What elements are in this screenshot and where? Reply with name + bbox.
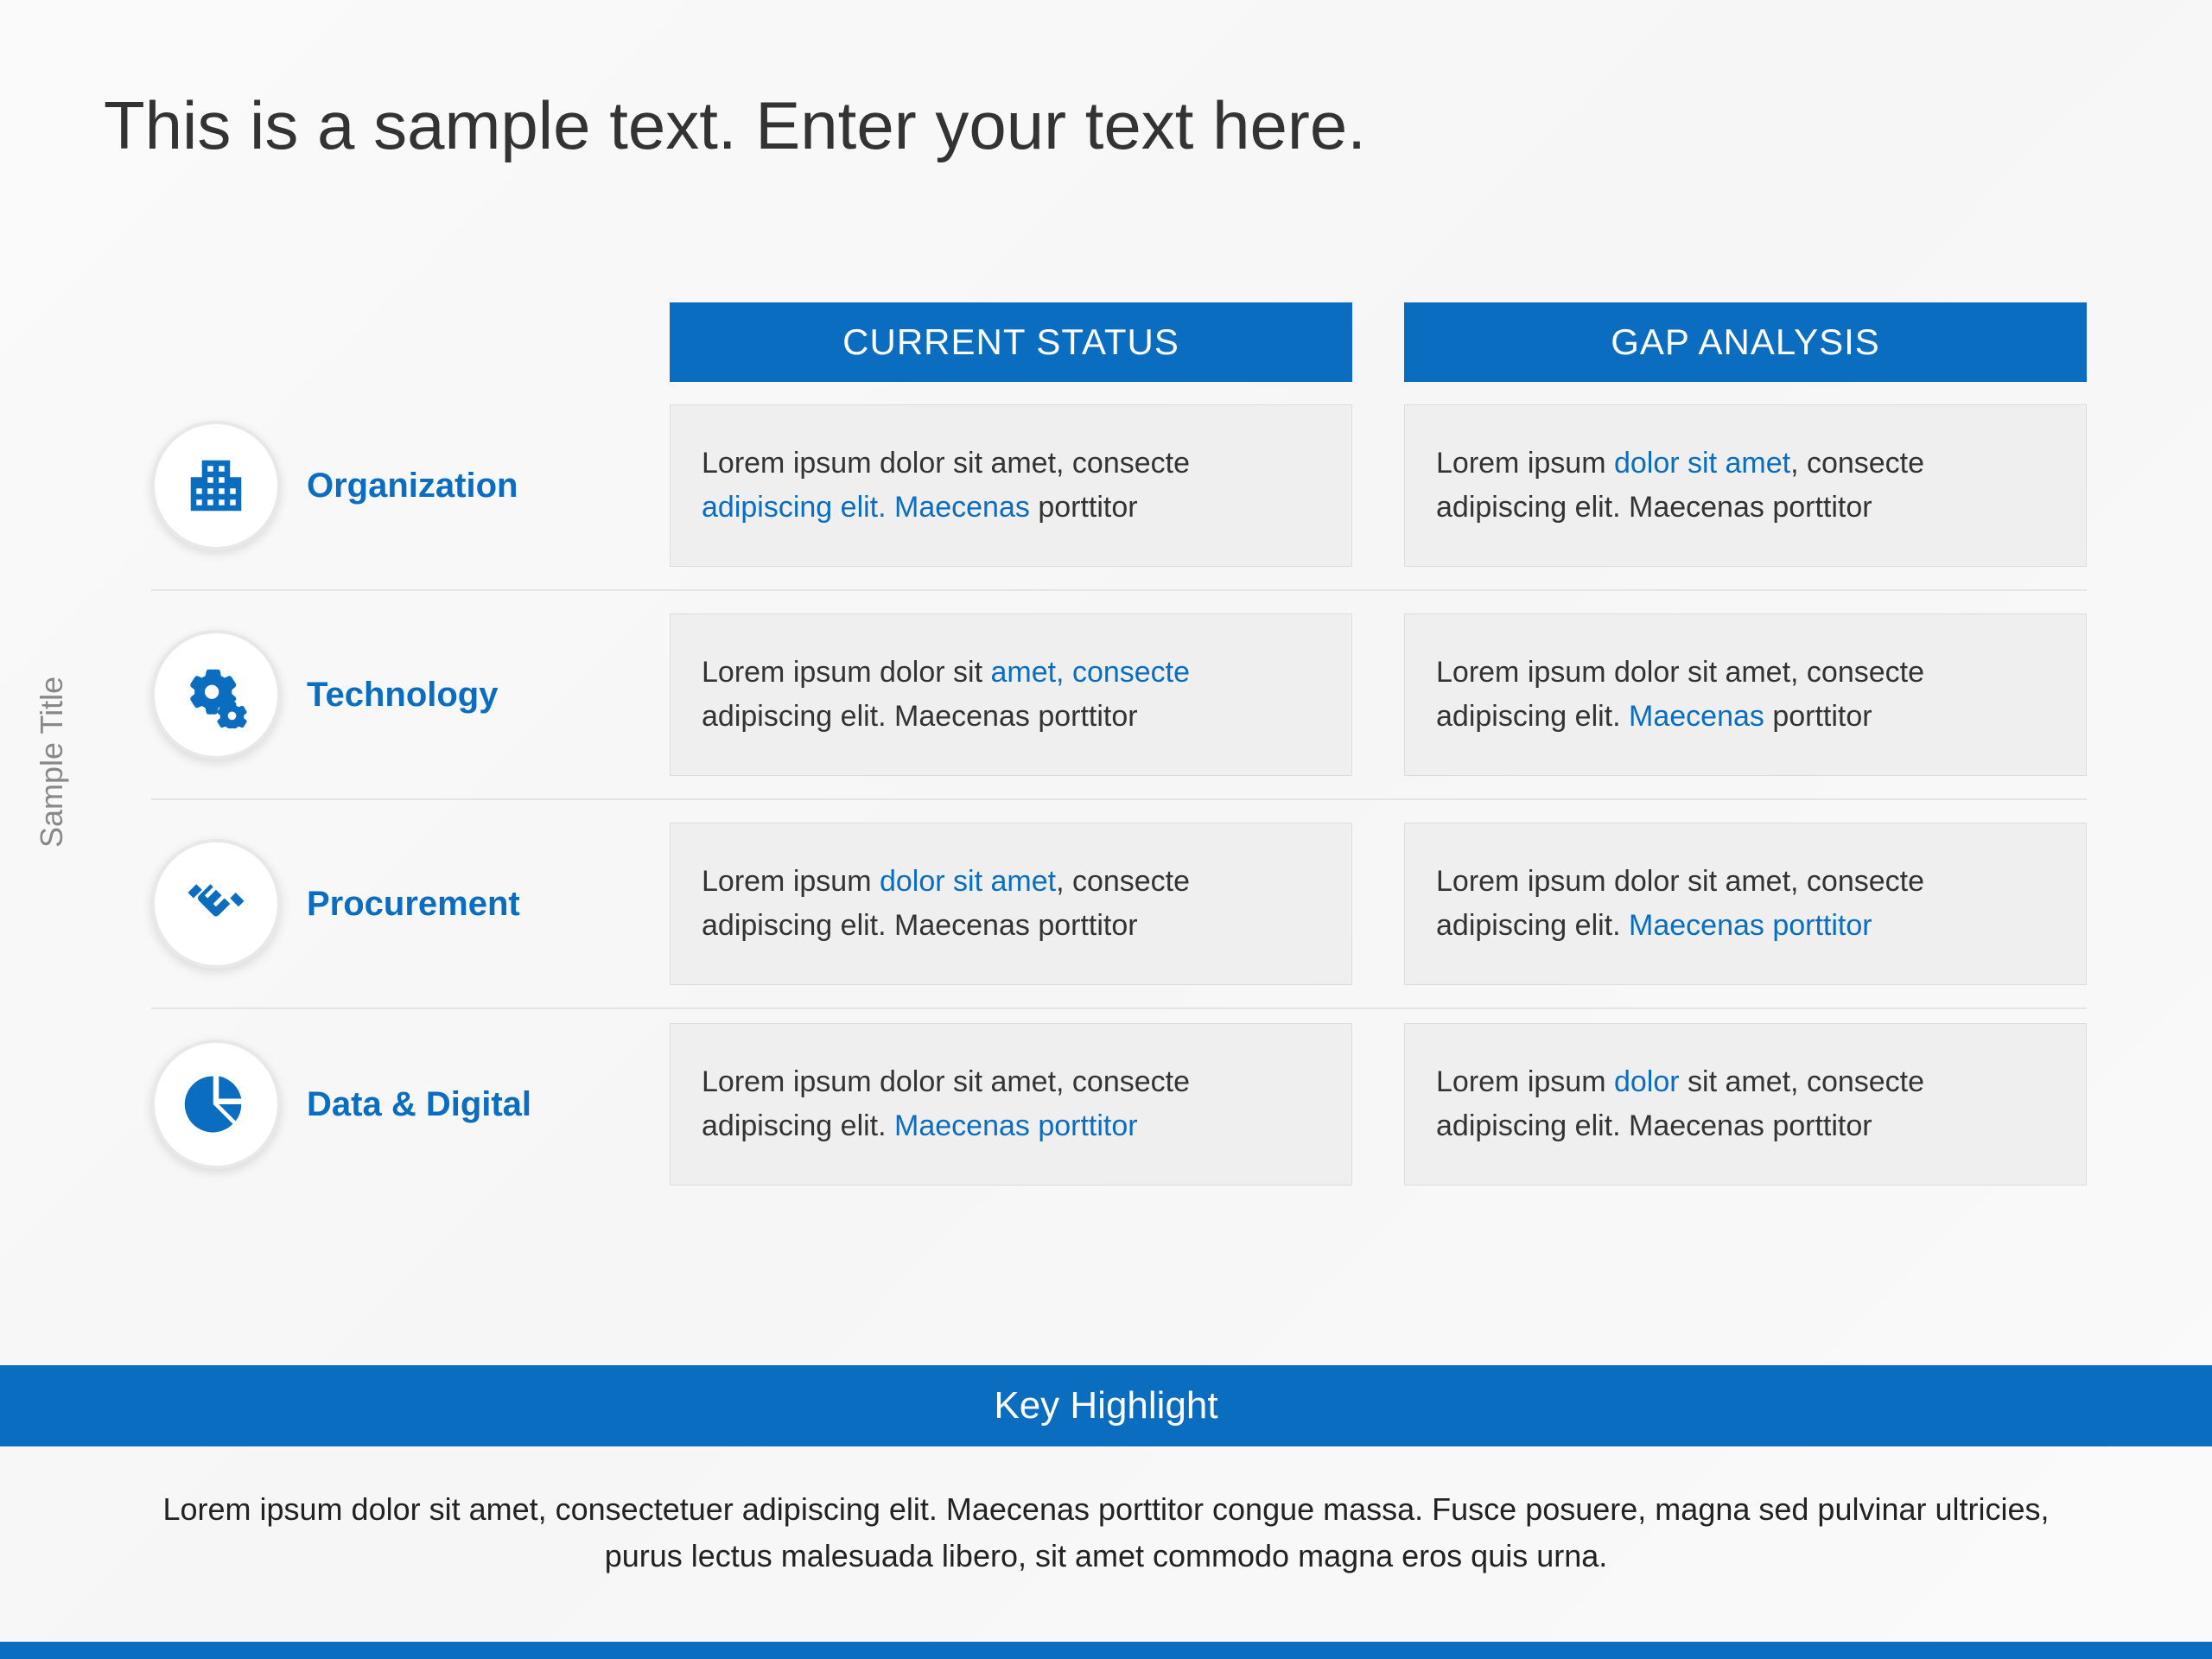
gap-analysis-table: CURRENT STATUS GAP ANALYSIS Organization… (151, 302, 2087, 1199)
gears-icon (151, 630, 281, 760)
row-label: Organization (307, 467, 518, 505)
cell-gap: Lorem ipsum dolor sit amet, consecte adi… (1404, 613, 2087, 776)
cell-status: Lorem ipsum dolor sit amet, consecte adi… (670, 404, 1352, 567)
key-highlight-bar: Key Highlight (0, 1365, 2212, 1446)
row-label-group: Data & Digital (151, 1039, 670, 1169)
row-label: Data & Digital (307, 1085, 531, 1124)
table-row: Data & Digital Lorem ipsum dolor sit ame… (151, 1009, 2087, 1199)
buildings-icon (151, 421, 281, 550)
row-label-group: Organization (151, 421, 670, 550)
row-label-group: Procurement (151, 839, 670, 969)
table-row: Procurement Lorem ipsum dolor sit amet, … (151, 800, 2087, 1009)
table-row: Technology Lorem ipsum dolor sit amet, c… (151, 591, 2087, 800)
cell-status: Lorem ipsum dolor sit amet, consecte adi… (670, 1023, 1352, 1185)
column-header-gap: GAP ANALYSIS (1404, 302, 2087, 382)
table-row: Organization Lorem ipsum dolor sit amet,… (151, 382, 2087, 591)
cell-status: Lorem ipsum dolor sit amet, consecte adi… (670, 823, 1352, 985)
sidebar-label: Sample Title (34, 677, 70, 848)
bottom-accent-bar (0, 1642, 2212, 1659)
cell-gap: Lorem ipsum dolor sit amet, consecte adi… (1404, 823, 2087, 985)
cell-gap: Lorem ipsum dolor sit amet, consecte adi… (1404, 1023, 2087, 1185)
slide-title: This is a sample text. Enter your text h… (104, 86, 1366, 165)
cell-gap: Lorem ipsum dolor sit amet, consecte adi… (1404, 404, 2087, 567)
cell-status: Lorem ipsum dolor sit amet, consecte adi… (670, 613, 1352, 776)
row-label: Procurement (307, 885, 520, 924)
row-label: Technology (307, 676, 498, 715)
row-label-group: Technology (151, 630, 670, 760)
column-header-status: CURRENT STATUS (670, 302, 1352, 382)
handshake-icon (151, 839, 281, 969)
pie-icon (151, 1039, 281, 1169)
key-highlight-body: Lorem ipsum dolor sit amet, consectetuer… (130, 1486, 2082, 1580)
